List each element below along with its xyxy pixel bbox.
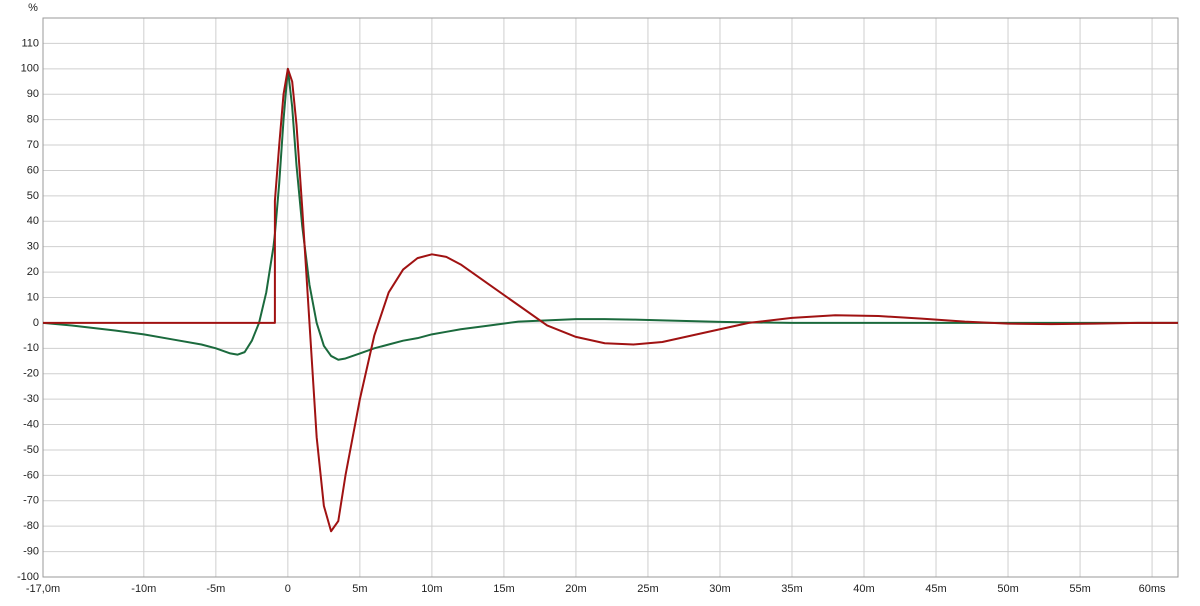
y-tick-label: 70 <box>27 139 39 151</box>
x-tick-label: 30m <box>709 583 730 595</box>
x-tick-label: 25m <box>637 583 658 595</box>
x-tick-label: 60ms <box>1139 583 1166 595</box>
y-tick-label: -70 <box>23 495 39 507</box>
x-tick-label: 10m <box>421 583 442 595</box>
y-tick-label: -30 <box>23 393 39 405</box>
x-tick-label: -10m <box>131 583 156 595</box>
y-tick-label: 20 <box>27 266 39 278</box>
y-tick-label: -90 <box>23 545 39 557</box>
y-tick-label: 50 <box>27 190 39 202</box>
x-tick-label: -5m <box>206 583 225 595</box>
y-axis-label: % <box>28 2 38 14</box>
plot-frame <box>42 17 1179 578</box>
x-tick-label: 45m <box>925 583 946 595</box>
x-tick-label: 55m <box>1069 583 1090 595</box>
y-tick-label: -10 <box>23 342 39 354</box>
y-tick-label: -40 <box>23 418 39 430</box>
y-tick-label: 100 <box>21 63 39 75</box>
y-tick-label: -100 <box>17 571 39 583</box>
y-tick-label: -60 <box>23 469 39 481</box>
x-tick-label: 15m <box>493 583 514 595</box>
x-tick-label: 20m <box>565 583 586 595</box>
y-tick-label: -80 <box>23 520 39 532</box>
x-tick-label: 50m <box>997 583 1018 595</box>
y-tick-label: 110 <box>21 37 39 49</box>
series-line <box>43 67 1178 533</box>
y-tick-label: 60 <box>27 164 39 176</box>
x-tick-label: 40m <box>853 583 874 595</box>
x-tick-label: 5m <box>352 583 367 595</box>
y-tick-label: 90 <box>27 88 39 100</box>
y-tick-label: 0 <box>33 317 39 329</box>
x-tick-label: 35m <box>781 583 802 595</box>
y-tick-label: -20 <box>23 368 39 380</box>
y-tick-label: 40 <box>27 215 39 227</box>
y-tick-label: -50 <box>23 444 39 456</box>
y-tick-label: 30 <box>27 241 39 253</box>
x-tick-label: 0 <box>285 583 291 595</box>
y-tick-label: 10 <box>27 291 39 303</box>
y-tick-label: 80 <box>27 114 39 126</box>
x-tick-label: -17,0m <box>26 583 60 595</box>
series-line <box>42 67 1178 361</box>
